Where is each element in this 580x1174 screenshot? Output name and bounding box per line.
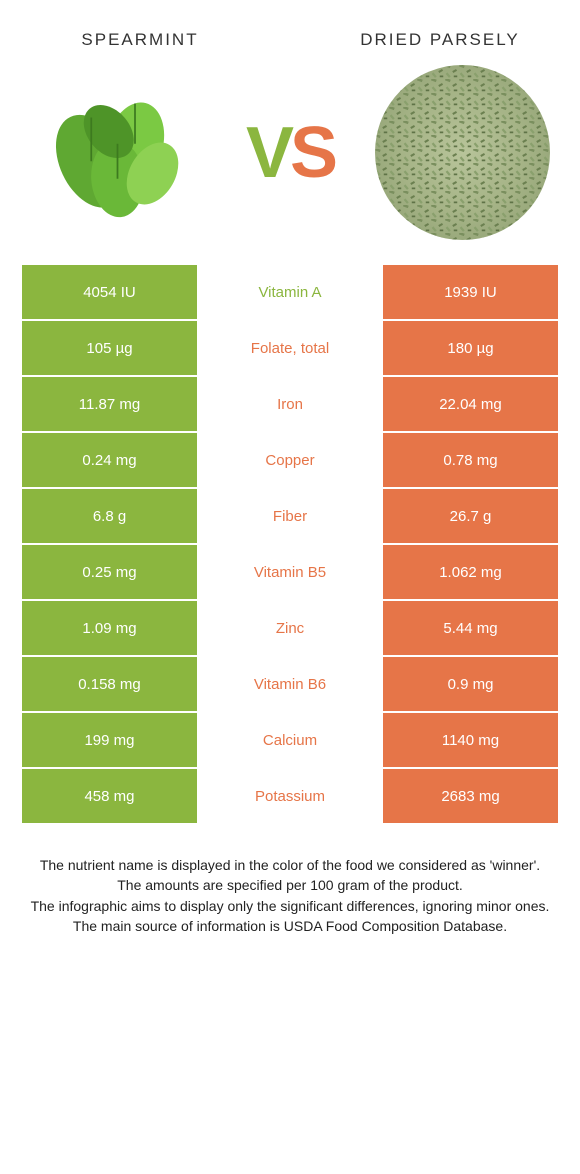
right-food-title: Dried Parsely <box>340 30 540 50</box>
left-value: 199 mg <box>22 713 197 767</box>
table-row: 11.87 mgIron22.04 mg <box>22 377 558 431</box>
table-row: 105 µgFolate, total180 µg <box>22 321 558 375</box>
nutrient-name: Copper <box>197 433 383 487</box>
nutrient-name: Folate, total <box>197 321 383 375</box>
nutrient-name: Fiber <box>197 489 383 543</box>
left-food-title: Spearmint <box>40 30 240 50</box>
right-value: 1939 IU <box>383 265 558 319</box>
vs-s-letter: S <box>290 113 334 193</box>
spearmint-image <box>30 65 205 240</box>
comparison-table: 4054 IUVitamin A1939 IU105 µgFolate, tot… <box>0 265 580 823</box>
right-value: 0.78 mg <box>383 433 558 487</box>
right-value: 1140 mg <box>383 713 558 767</box>
nutrient-name: Zinc <box>197 601 383 655</box>
table-row: 0.158 mgVitamin B60.9 mg <box>22 657 558 711</box>
left-value: 0.25 mg <box>22 545 197 599</box>
nutrient-name: Potassium <box>197 769 383 823</box>
nutrient-name: Iron <box>197 377 383 431</box>
nutrient-name: Vitamin B6 <box>197 657 383 711</box>
header: Spearmint Dried Parsely <box>0 0 580 60</box>
footer-line: The nutrient name is displayed in the co… <box>30 855 550 875</box>
vs-label: VS <box>246 112 334 194</box>
vs-v-letter: V <box>246 113 290 193</box>
table-row: 4054 IUVitamin A1939 IU <box>22 265 558 319</box>
footer-line: The infographic aims to display only the… <box>30 896 550 916</box>
table-row: 6.8 gFiber26.7 g <box>22 489 558 543</box>
left-value: 6.8 g <box>22 489 197 543</box>
table-row: 0.24 mgCopper0.78 mg <box>22 433 558 487</box>
right-value: 26.7 g <box>383 489 558 543</box>
nutrient-name: Vitamin B5 <box>197 545 383 599</box>
right-value: 1.062 mg <box>383 545 558 599</box>
left-value: 105 µg <box>22 321 197 375</box>
vs-row: VS <box>0 60 580 265</box>
left-value: 1.09 mg <box>22 601 197 655</box>
right-value: 0.9 mg <box>383 657 558 711</box>
nutrient-name: Vitamin A <box>197 265 383 319</box>
footer-line: The amounts are specified per 100 gram o… <box>30 875 550 895</box>
right-value: 5.44 mg <box>383 601 558 655</box>
table-row: 0.25 mgVitamin B51.062 mg <box>22 545 558 599</box>
nutrient-name: Calcium <box>197 713 383 767</box>
right-value: 180 µg <box>383 321 558 375</box>
footer-notes: The nutrient name is displayed in the co… <box>0 825 580 936</box>
right-value: 22.04 mg <box>383 377 558 431</box>
footer-line: The main source of information is USDA F… <box>30 916 550 936</box>
table-row: 458 mgPotassium2683 mg <box>22 769 558 823</box>
left-value: 11.87 mg <box>22 377 197 431</box>
table-row: 1.09 mgZinc5.44 mg <box>22 601 558 655</box>
dried-parsley-image <box>375 65 550 240</box>
left-value: 0.158 mg <box>22 657 197 711</box>
right-value: 2683 mg <box>383 769 558 823</box>
left-value: 0.24 mg <box>22 433 197 487</box>
left-value: 458 mg <box>22 769 197 823</box>
table-row: 199 mgCalcium1140 mg <box>22 713 558 767</box>
left-value: 4054 IU <box>22 265 197 319</box>
